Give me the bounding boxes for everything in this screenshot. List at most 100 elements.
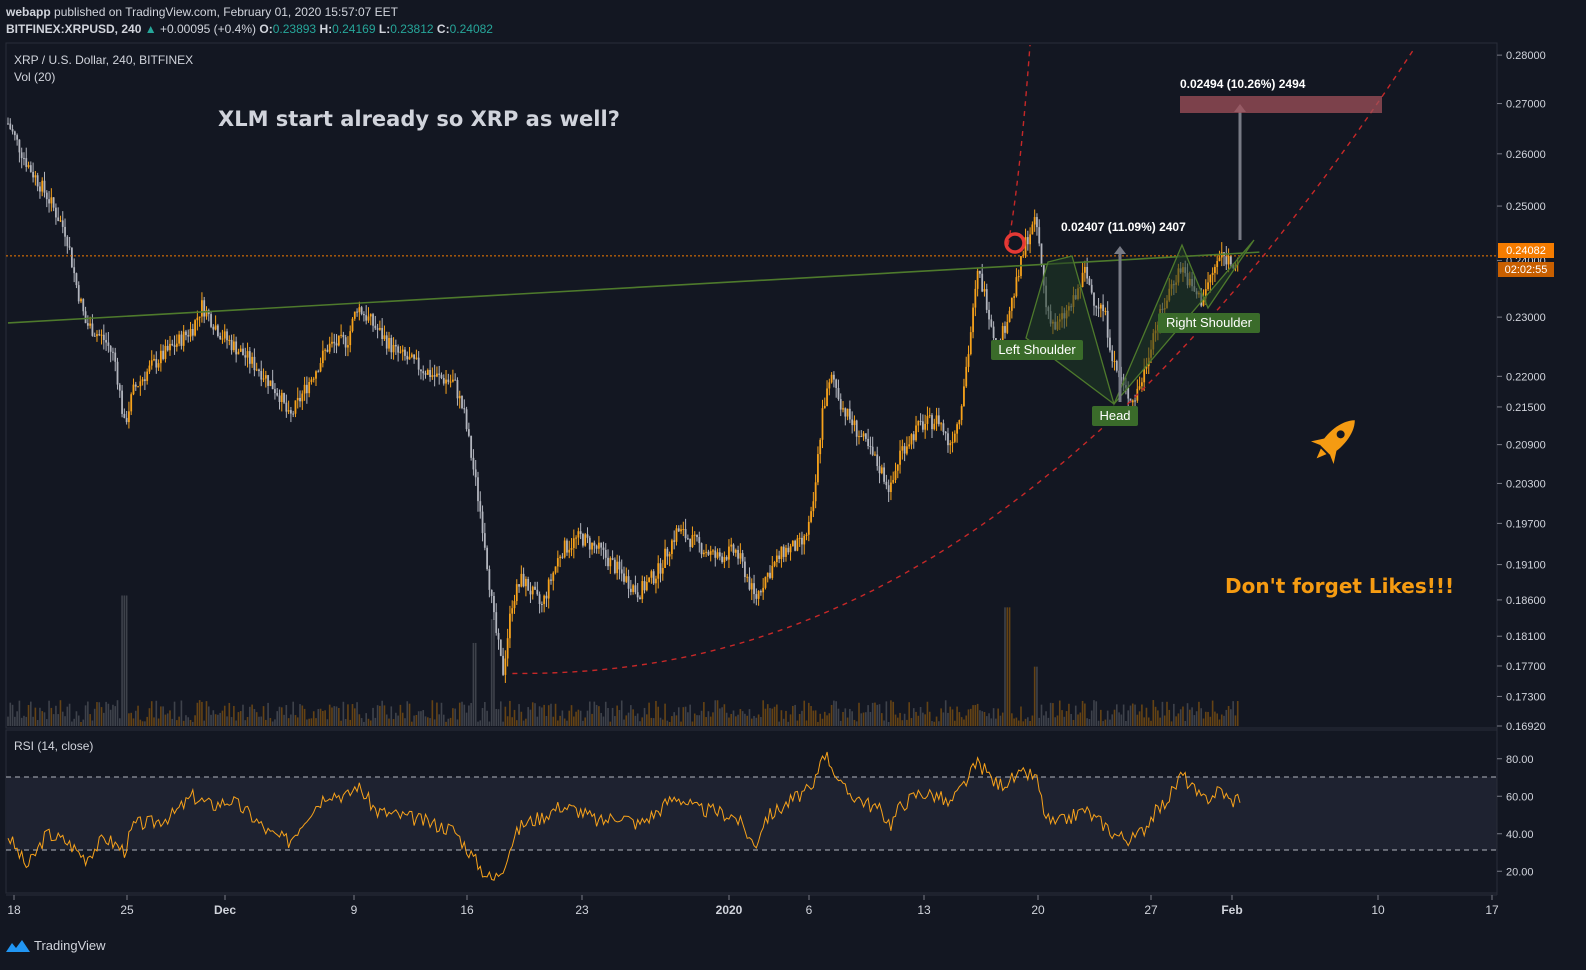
candle-body bbox=[604, 549, 607, 558]
volume-bar bbox=[1173, 703, 1175, 726]
candle bbox=[1013, 293, 1016, 309]
candle-body bbox=[796, 538, 799, 551]
volume-bar bbox=[976, 703, 979, 726]
volume-bar bbox=[340, 720, 342, 726]
volume-bar bbox=[77, 715, 80, 726]
candle bbox=[1006, 314, 1009, 335]
candle-body bbox=[11, 129, 14, 132]
candle-body bbox=[552, 572, 555, 581]
candle bbox=[522, 567, 525, 588]
candle-body bbox=[41, 180, 44, 192]
volume-bar bbox=[707, 711, 710, 726]
volume-bar bbox=[582, 720, 584, 726]
candle-body bbox=[143, 379, 146, 381]
candle-body bbox=[223, 331, 226, 339]
volume-bar bbox=[1006, 607, 1009, 726]
rsi-legend[interactable]: RSI (14, close) bbox=[14, 739, 93, 753]
volume-bar bbox=[899, 712, 901, 726]
candle-body bbox=[985, 289, 988, 310]
volume-bar bbox=[566, 720, 568, 726]
tradingview-logo-icon[interactable] bbox=[6, 939, 30, 953]
volume-bar bbox=[881, 713, 883, 726]
candle bbox=[990, 314, 993, 328]
breakout-marker-icon[interactable] bbox=[1004, 232, 1026, 254]
candle-body bbox=[988, 309, 990, 320]
volume-bar bbox=[310, 718, 313, 726]
publisher-name[interactable]: webapp bbox=[6, 5, 51, 19]
volume-bar bbox=[1179, 709, 1182, 726]
candle-body bbox=[657, 563, 660, 579]
candle-body bbox=[134, 384, 137, 387]
footer-brand[interactable]: TradingView bbox=[34, 938, 106, 953]
candle bbox=[689, 538, 692, 552]
candle-body bbox=[915, 425, 917, 441]
candle bbox=[274, 383, 276, 400]
volume-bar bbox=[82, 719, 85, 726]
candle-body bbox=[363, 314, 365, 316]
candle bbox=[150, 350, 153, 370]
measure-label-1[interactable]: 0.02407 (11.09%) 2407 bbox=[1061, 220, 1186, 234]
volume-bar bbox=[696, 715, 698, 726]
candle-body bbox=[1229, 255, 1232, 265]
candle-body bbox=[324, 349, 327, 351]
candles[interactable] bbox=[7, 117, 1239, 683]
candle bbox=[591, 542, 593, 555]
candle-body bbox=[837, 387, 840, 400]
rsi-series[interactable] bbox=[7, 751, 1241, 881]
candle-body bbox=[406, 355, 409, 360]
candle bbox=[887, 479, 890, 503]
left-shoulder-label[interactable]: Left Shoulder bbox=[998, 342, 1076, 357]
candle-body bbox=[271, 380, 274, 390]
rsi-line[interactable] bbox=[7, 751, 1241, 881]
head-shoulders-pattern[interactable] bbox=[1025, 239, 1255, 406]
candle bbox=[394, 339, 397, 355]
likes-annotation[interactable]: Don't forget Likes!!! bbox=[1225, 574, 1454, 598]
candle bbox=[287, 400, 290, 415]
volume-bar bbox=[604, 701, 607, 726]
candle bbox=[983, 281, 986, 297]
volume-bar bbox=[301, 705, 304, 726]
candle-body bbox=[540, 603, 543, 605]
candle bbox=[497, 628, 500, 650]
volume-bar bbox=[607, 707, 609, 726]
volume-bar bbox=[57, 714, 59, 726]
upper-curve[interactable] bbox=[1007, 44, 1031, 246]
parabolic-curve[interactable] bbox=[512, 47, 1416, 675]
rocket-icon[interactable] bbox=[1305, 409, 1366, 470]
candle bbox=[775, 549, 778, 568]
volume-bar bbox=[995, 718, 997, 726]
candle bbox=[807, 515, 810, 542]
candle-body bbox=[490, 589, 493, 596]
candle-body bbox=[383, 335, 386, 340]
candle bbox=[673, 530, 676, 550]
volume-bar bbox=[917, 715, 920, 726]
candle-body bbox=[294, 400, 297, 414]
volume-legend[interactable]: Vol (20) bbox=[14, 70, 55, 84]
candle bbox=[627, 569, 630, 599]
main-pane[interactable] bbox=[5, 42, 1498, 729]
volume-bar bbox=[769, 708, 771, 726]
candle bbox=[372, 312, 374, 332]
candle-body bbox=[52, 197, 55, 208]
volume-bar bbox=[520, 711, 523, 726]
headline-annotation[interactable]: XLM start already so XRP as well? bbox=[218, 107, 620, 131]
target-box[interactable] bbox=[1180, 96, 1382, 113]
head-label[interactable]: Head bbox=[1099, 408, 1130, 423]
volume-bar bbox=[123, 595, 126, 726]
candle bbox=[481, 505, 484, 542]
volume-bar bbox=[527, 707, 529, 726]
right-shoulder-label[interactable]: Right Shoulder bbox=[1166, 315, 1253, 330]
measure-label-2[interactable]: 0.02494 (10.26%) 2494 bbox=[1180, 77, 1306, 91]
volume-bar bbox=[278, 706, 281, 726]
candle-body bbox=[518, 584, 520, 587]
chart-legend-title[interactable]: XRP / U.S. Dollar, 240, BITFINEX bbox=[14, 53, 193, 67]
price-axis[interactable]: 0.280000.270000.260000.250000.240000.230… bbox=[1497, 50, 1546, 733]
symbol-label[interactable]: BITFINEX:XRPUSD, 240 bbox=[6, 22, 142, 36]
volume-bar bbox=[207, 706, 210, 726]
volume-bars bbox=[7, 595, 1239, 726]
volume-bar bbox=[442, 714, 445, 726]
time-axis[interactable]: 18 25 Dec 9 16 23 2020 6 13 20 27 Feb 10 17 bbox=[7, 895, 1499, 917]
candle bbox=[173, 335, 176, 355]
